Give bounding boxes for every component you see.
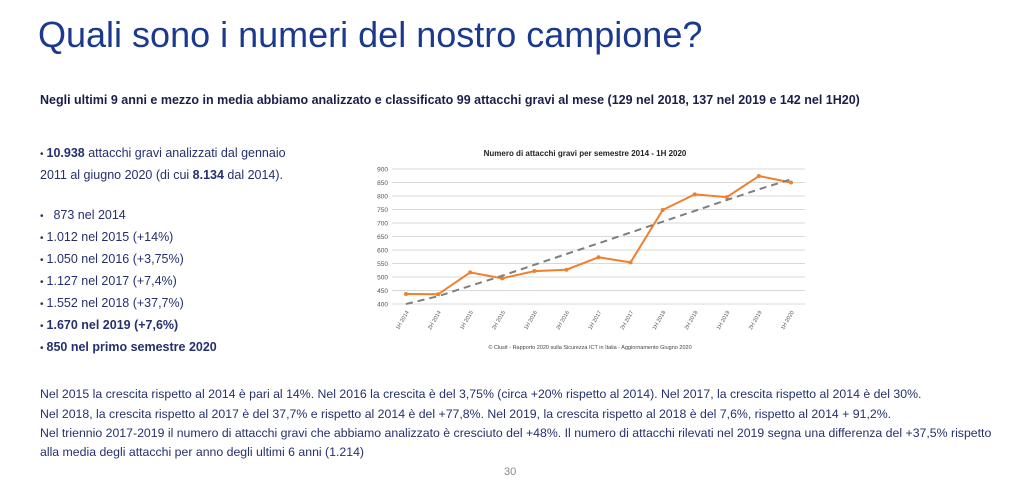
x-tick-label: 1H 2018 — [652, 310, 668, 331]
attacks-since-2014: 8.134 — [192, 168, 224, 182]
intro-line-2: 2011 al giugno 2020 (di cui 8.134 dal 20… — [40, 165, 286, 185]
page-title: Quali sono i numeri del nostro campione? — [38, 14, 703, 55]
intro-text: 2011 al giugno 2020 (di cui — [40, 168, 193, 182]
x-tick-label: 1H 2015 — [459, 310, 475, 331]
bullet-item: • 1.127 nel 2017 (+7,4%) — [40, 274, 177, 288]
data-point — [500, 276, 505, 281]
data-point — [789, 180, 793, 185]
data-point — [468, 270, 473, 275]
bullet-item: • 1.552 nel 2018 (+37,7%) — [40, 296, 184, 310]
intro-text: attacchi gravi analizzati dal gennaio — [84, 146, 286, 160]
y-tick-label: 600 — [377, 248, 388, 255]
y-tick-label: 550 — [377, 261, 388, 268]
y-tick-label: 850 — [377, 180, 388, 187]
bullet-text: 1.552 nel 2018 (+37,7%) — [46, 296, 184, 310]
bullet-item: • 873 nel 2014 — [40, 208, 126, 222]
body-text: Nel 2015 la crescita rispetto al 2014 è … — [40, 385, 1000, 462]
x-tick-label: 2H 2014 — [427, 310, 443, 331]
bullet-text: 873 nel 2014 — [46, 208, 126, 222]
page-number: 30 — [504, 466, 517, 478]
bullet-text: 1.670 nel 2019 (+7,6%) — [46, 318, 179, 332]
x-tick-label: 2H 2018 — [684, 310, 700, 331]
bullet-item: • 1.670 nel 2019 (+7,6%) — [40, 318, 179, 332]
data-point — [564, 267, 569, 272]
paragraph: Nel 2018, la crescita rispetto al 2017 è… — [40, 406, 892, 421]
intro-text: dal 2014). — [223, 168, 284, 182]
y-tick-label: 650 — [377, 234, 388, 241]
y-tick-label: 800 — [377, 194, 388, 201]
bullet-item: • 1.012 nel 2015 (+14%) — [40, 230, 174, 244]
x-tick-label: 1H 2016 — [523, 310, 539, 331]
y-tick-label: 400 — [377, 302, 388, 309]
bullet-text: 1.050 nel 2016 (+3,75%) — [46, 252, 184, 266]
line-chart: Numero di attacchi gravi per semestre 20… — [355, 140, 815, 360]
data-point — [596, 255, 601, 260]
data-point — [660, 208, 665, 213]
data-point — [628, 260, 633, 265]
y-tick-label: 700 — [377, 221, 388, 228]
bullet-text: 1.127 nel 2017 (+7,4%) — [46, 274, 177, 288]
x-tick-label: 1H 2019 — [716, 310, 732, 331]
chart-caption: © Clusit - Rapporto 2020 sulla Sicurezza… — [488, 344, 691, 351]
x-tick-label: 1H 2020 — [780, 310, 796, 331]
x-tick-label: 2H 2017 — [620, 310, 636, 331]
y-tick-label: 450 — [377, 288, 388, 295]
x-tick-label: 2H 2016 — [556, 310, 572, 331]
intro-line-1: • 10.938 attacchi gravi analizzati dal ge… — [40, 146, 286, 160]
x-tick-label: 1H 2014 — [395, 310, 411, 331]
x-tick-label: 2H 2019 — [748, 310, 764, 331]
bullet-text: 1.012 nel 2015 (+14%) — [46, 230, 174, 244]
y-tick-label: 750 — [377, 207, 388, 214]
bullet-text: 850 nel primo semestre 2020 — [46, 340, 217, 354]
bullet-list: • 10.938 attacchi gravi analizzati dal ge… — [40, 143, 286, 359]
bullet-item: • 1.050 nel 2016 (+3,75%) — [40, 252, 184, 266]
data-point — [756, 174, 761, 179]
data-point — [404, 292, 408, 297]
y-tick-label: 900 — [377, 167, 388, 174]
data-point — [532, 269, 537, 274]
data-point — [724, 195, 729, 200]
trend-line — [405, 178, 792, 305]
x-tick-label: 1H 2017 — [588, 310, 604, 331]
paragraph: Nel 2015 la crescita rispetto al 2014 è … — [40, 387, 922, 401]
y-tick-label: 500 — [377, 275, 388, 282]
paragraph: Nel triennio 2017-2019 il numero di atta… — [40, 426, 992, 459]
chart-title: Numero di attacchi gravi per semestre 20… — [484, 149, 687, 158]
x-tick-label: 2H 2015 — [491, 310, 507, 331]
data-point — [692, 192, 697, 197]
subtitle: Negli ultimi 9 anni e mezzo in media abb… — [40, 93, 860, 107]
total-attacks: 10.938 — [46, 146, 85, 160]
bullet-item: • 850 nel primo semestre 2020 — [40, 340, 217, 354]
data-point — [436, 292, 441, 297]
